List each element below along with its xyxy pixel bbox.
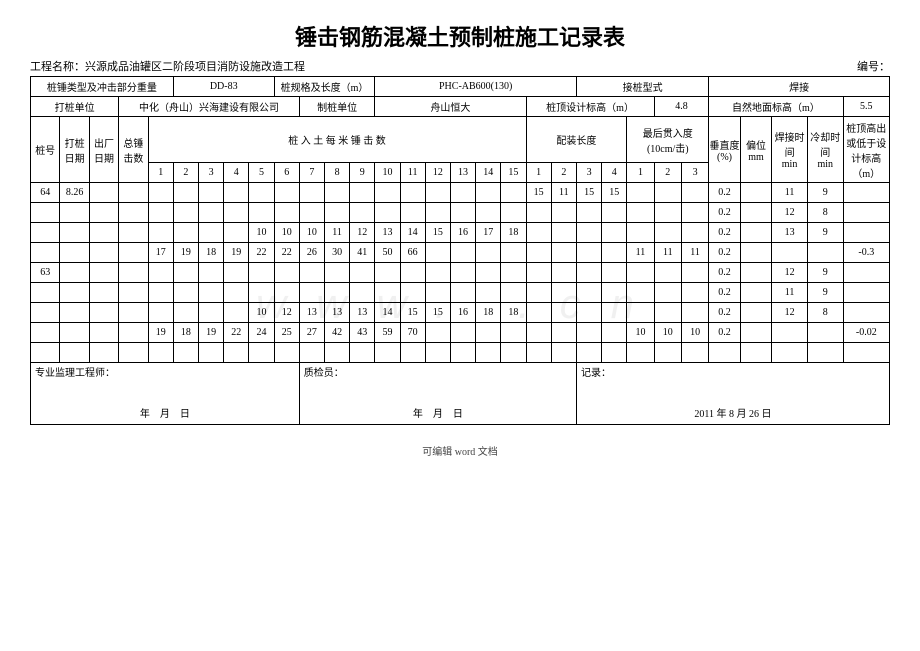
hdr-weld-time: 焊接时间min bbox=[772, 117, 808, 183]
hdr-assembly: 配装长度 bbox=[526, 117, 627, 163]
joint-label: 接桩型式 bbox=[576, 77, 708, 97]
table-row: 19181922242527424359701010100.2-0.02 bbox=[31, 323, 890, 343]
serial-label: 编号： bbox=[857, 58, 890, 74]
spec-label: 桩规格及长度（m） bbox=[274, 77, 375, 97]
record-table: 桩锤类型及冲击部分重量 DD-83 桩规格及长度（m） PHC-AB600(13… bbox=[30, 76, 890, 425]
header-line: 工程名称：兴源成品油罐区二阶段项目消防设施改造工程 编号： bbox=[30, 58, 890, 74]
table-row: 630.2129 bbox=[31, 263, 890, 283]
spec-val: PHC-AB600(130) bbox=[375, 77, 577, 97]
engineer-label: 专业监理工程师： bbox=[31, 363, 300, 397]
table-row: 17191819222226304150661111110.2-0.3 bbox=[31, 243, 890, 263]
hdr-factory-date: 出厂日期 bbox=[89, 117, 118, 183]
hdr-pile-no: 桩号 bbox=[31, 117, 60, 183]
table-row: 10121313131415151618180.2128 bbox=[31, 303, 890, 323]
info-row-1: 桩锤类型及冲击部分重量 DD-83 桩规格及长度（m） PHC-AB600(13… bbox=[31, 77, 890, 97]
hdr-vertical: 垂直度(%) bbox=[709, 117, 740, 183]
hdr-per-meter: 桩 入 土 每 米 锤 击 数 bbox=[148, 117, 526, 163]
inspector-date: 年 月 日 bbox=[299, 397, 576, 425]
header-row-1: 桩号 打桩日期 出厂日期 总锤击数 桩 入 土 每 米 锤 击 数 配装长度 最… bbox=[31, 117, 890, 163]
table-row: 648.26151115150.2119 bbox=[31, 183, 890, 203]
table-row: 10101011121314151617180.2139 bbox=[31, 223, 890, 243]
recorder-label: 记录： bbox=[576, 363, 889, 397]
hdr-top-elev: 桩顶高出或低于设计标高（m） bbox=[843, 117, 889, 183]
hammer-type-val: DD-83 bbox=[173, 77, 274, 97]
page-title: 锤击钢筋混凝土预制桩施工记录表 bbox=[30, 20, 890, 52]
footer-note: 可编辑 word 文档 bbox=[30, 443, 890, 458]
ground-elev-val: 5.5 bbox=[843, 97, 889, 117]
signature-date-row: 年 月 日 年 月 日 2011 年 8 月 26 日 bbox=[31, 397, 890, 425]
pile-unit-val: 中化（舟山）兴海建设有限公司 bbox=[119, 97, 300, 117]
engineer-date: 年 月 日 bbox=[31, 397, 300, 425]
hdr-offset: 偏位mm bbox=[740, 117, 771, 183]
inspector-label: 质检员： bbox=[299, 363, 576, 397]
pile-unit-label: 打桩单位 bbox=[31, 97, 119, 117]
hdr-total-strikes: 总锤击数 bbox=[119, 117, 148, 183]
top-elev-label: 桩顶设计标高（m） bbox=[526, 97, 654, 117]
recorder-date: 2011 年 8 月 26 日 bbox=[576, 397, 889, 425]
signature-row: 专业监理工程师： 质检员： 记录： bbox=[31, 363, 890, 397]
table-row: 0.2128 bbox=[31, 203, 890, 223]
hammer-type-label: 桩锤类型及冲击部分重量 bbox=[31, 77, 174, 97]
joint-val: 焊接 bbox=[709, 77, 890, 97]
project-name: 工程名称：兴源成品油罐区二阶段项目消防设施改造工程 bbox=[30, 58, 305, 74]
table-row bbox=[31, 343, 890, 363]
ground-elev-label: 自然地面标高（m） bbox=[709, 97, 843, 117]
hdr-pile-date: 打桩日期 bbox=[60, 117, 89, 183]
info-row-2: 打桩单位 中化（舟山）兴海建设有限公司 制桩单位 舟山恒大 桩顶设计标高（m） … bbox=[31, 97, 890, 117]
hdr-cool-time: 冷却时间min bbox=[807, 117, 843, 183]
top-elev-val: 4.8 bbox=[654, 97, 709, 117]
make-unit-val: 舟山恒大 bbox=[375, 97, 526, 117]
hdr-penetration: 最后贯入度(10cm/击) bbox=[627, 117, 709, 163]
make-unit-label: 制桩单位 bbox=[299, 97, 375, 117]
table-row: 0.2119 bbox=[31, 283, 890, 303]
